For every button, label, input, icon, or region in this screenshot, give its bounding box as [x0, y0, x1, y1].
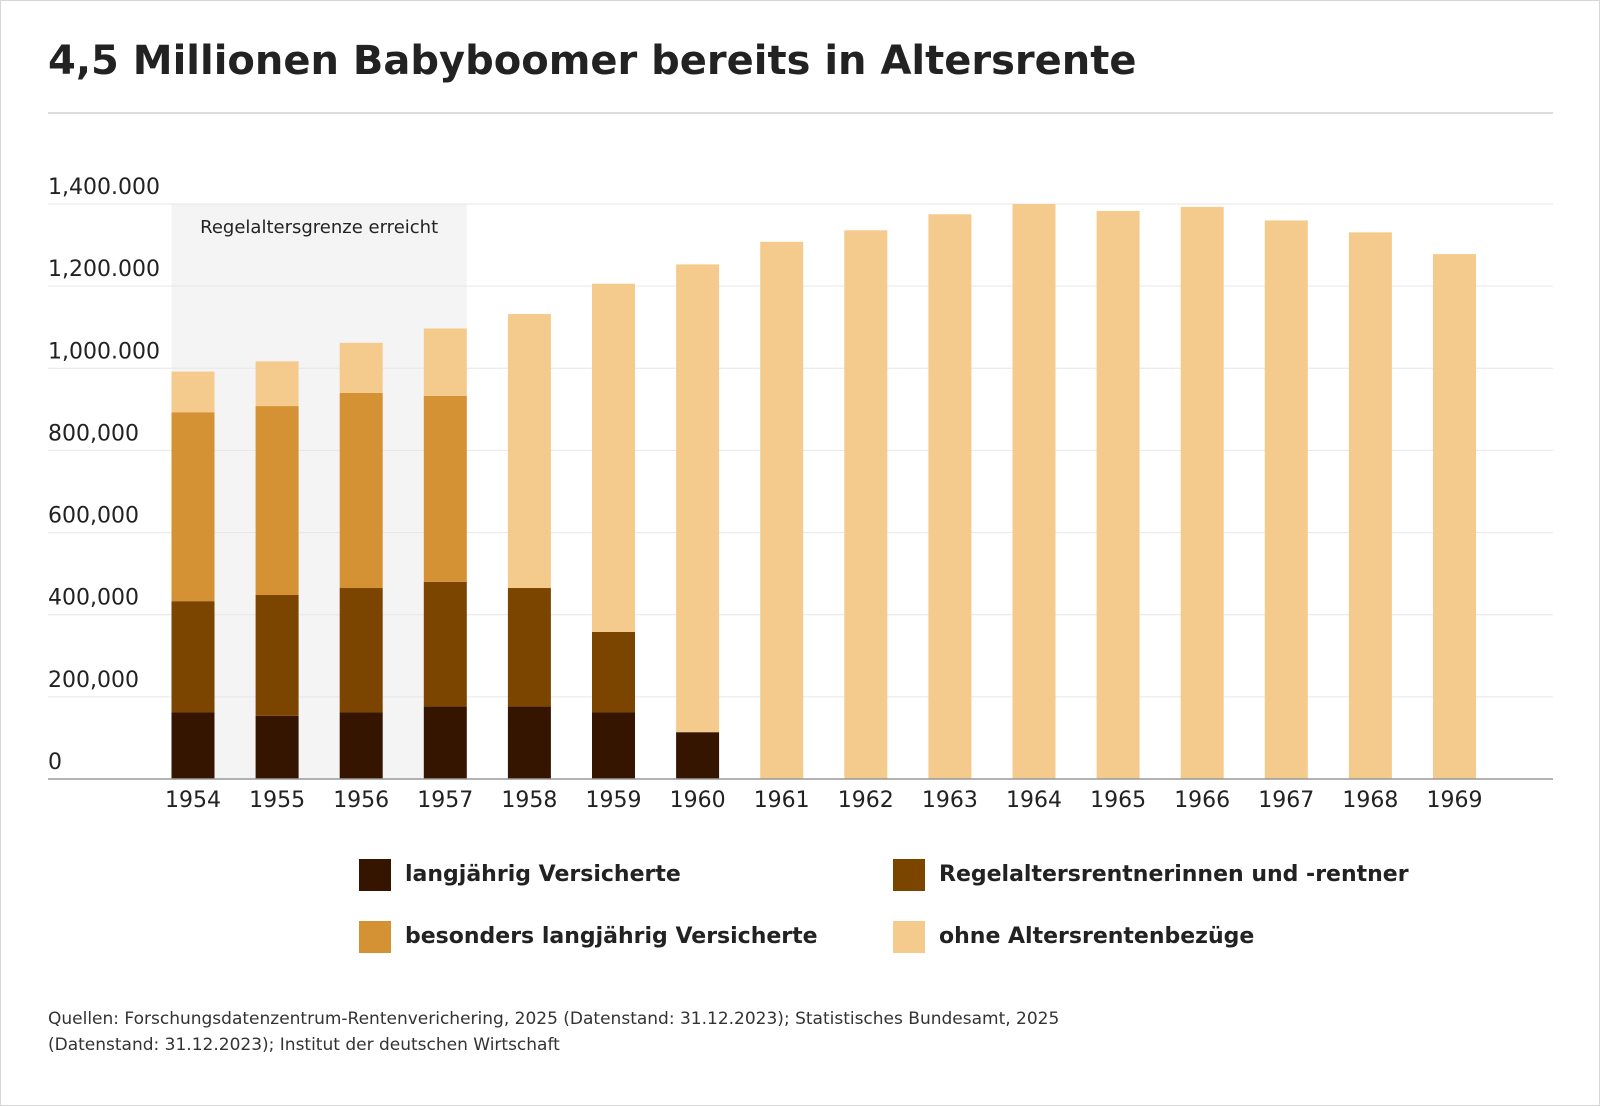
- bar-segment: [592, 283, 635, 632]
- bar-segment: [1012, 204, 1056, 779]
- bar-segment: [171, 601, 215, 713]
- x-tick-label: 1968: [1342, 788, 1398, 813]
- bar-segment: [423, 328, 467, 396]
- legend-label: langjährig Versicherte: [405, 862, 681, 887]
- bar-segment: [255, 406, 299, 595]
- y-tick-label: 400,000: [48, 586, 139, 611]
- x-tick-label: 1955: [249, 788, 305, 813]
- bar-segment: [760, 241, 804, 780]
- bar-segment: [255, 361, 299, 407]
- x-tick-label: 1967: [1258, 788, 1314, 813]
- x-tick-label: 1960: [670, 788, 726, 813]
- bar-segment: [339, 392, 383, 589]
- bar-segment: [423, 706, 467, 779]
- bar-segment: [592, 712, 635, 779]
- annotation: Regelaltersgrenze erreicht: [200, 217, 438, 238]
- y-tick-label: 1,000.000: [48, 339, 160, 364]
- bar-segment: [676, 264, 720, 733]
- y-tick-label: 600,000: [48, 504, 139, 529]
- legend-swatch: [893, 921, 925, 953]
- bar-segment: [171, 712, 215, 779]
- bar-segment: [1180, 206, 1224, 779]
- y-tick-label: 1,200.000: [48, 257, 160, 282]
- x-tick-label: 1962: [838, 788, 894, 813]
- source-note: Quellen: Forschungsdatenzentrum-Rentenve…: [48, 1009, 1060, 1055]
- bar-segment: [592, 631, 635, 713]
- bar-segment: [676, 732, 720, 779]
- chart-title: 4,5 Millionen Babyboomer bereits in Alte…: [48, 38, 1137, 84]
- bar-segment: [507, 588, 551, 707]
- x-tick-label: 1958: [501, 788, 557, 813]
- bar-segment: [171, 412, 215, 602]
- bar-segment: [1264, 220, 1308, 779]
- x-tick-label: 1963: [922, 788, 978, 813]
- legend-label: ohne Altersrentenbezüge: [939, 924, 1254, 949]
- legend-swatch: [893, 859, 925, 891]
- legend-swatch: [359, 921, 391, 953]
- x-tick-label: 1956: [333, 788, 389, 813]
- bar-segment: [507, 314, 551, 589]
- y-tick-label: 800,000: [48, 421, 139, 446]
- bar-segment: [1348, 232, 1392, 779]
- legend-swatch: [359, 859, 391, 891]
- shaded-region: [171, 204, 467, 779]
- bar-segment: [507, 706, 551, 779]
- x-tick-label: 1957: [417, 788, 473, 813]
- bar-segment: [423, 581, 467, 707]
- x-tick-label: 1969: [1427, 788, 1483, 813]
- legend-label: besonders langjährig Versicherte: [405, 924, 818, 949]
- x-tick-label: 1959: [586, 788, 642, 813]
- bar-segment: [844, 230, 888, 780]
- bar-segment: [928, 214, 972, 780]
- bar-segment: [339, 342, 383, 393]
- x-tick-label: 1954: [165, 788, 221, 813]
- bar-segment: [339, 712, 383, 779]
- x-tick-label: 1965: [1090, 788, 1146, 813]
- bar-segment: [339, 588, 383, 713]
- x-tick-label: 1966: [1174, 788, 1230, 813]
- legend-label: Regelaltersrentnerinnen und -rentner: [939, 862, 1409, 887]
- x-tick-label: 1961: [754, 788, 810, 813]
- bar-segment: [1433, 254, 1476, 779]
- y-tick-label: 1,400.000: [48, 175, 160, 200]
- bar-segment: [255, 715, 299, 779]
- y-tick-label: 200,000: [48, 668, 139, 693]
- y-tick-label: 0: [48, 750, 62, 775]
- x-tick-label: 1964: [1006, 788, 1062, 813]
- bar-segment: [171, 371, 215, 413]
- bar-segment: [1096, 210, 1140, 779]
- bar-segment: [255, 595, 299, 716]
- bar-segment: [423, 395, 467, 582]
